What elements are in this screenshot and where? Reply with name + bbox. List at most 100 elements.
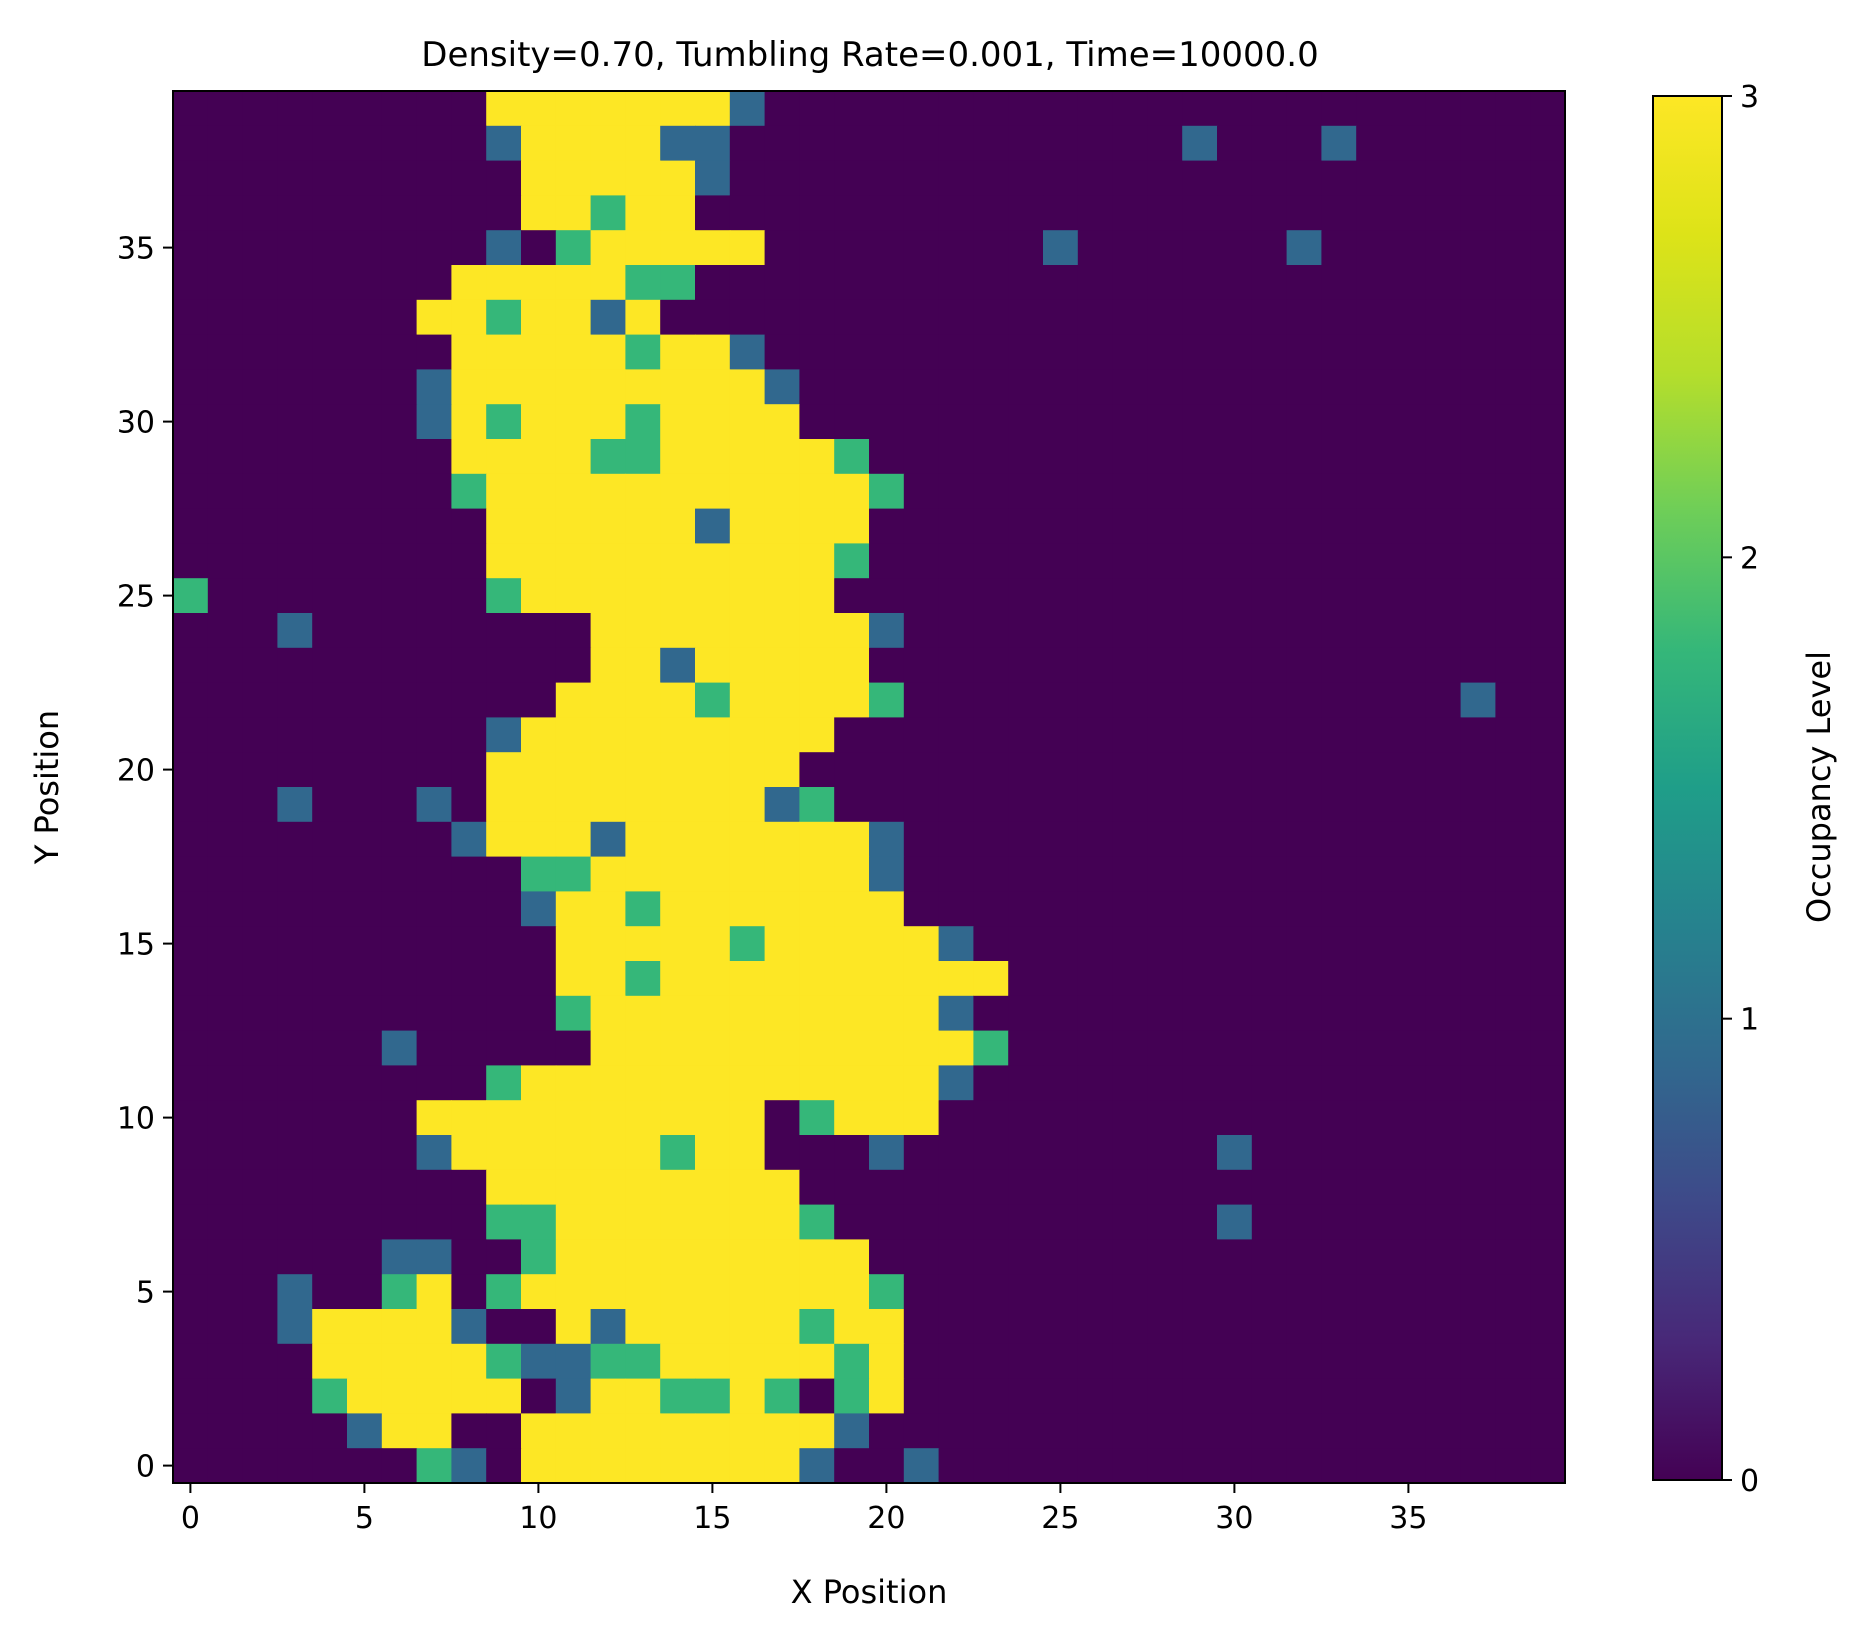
heatmap-cell — [416, 787, 452, 823]
heatmap-cell — [1391, 995, 1427, 1032]
heatmap-cell — [555, 1135, 592, 1171]
heatmap-cell — [1251, 926, 1288, 962]
heatmap-cell — [903, 1448, 940, 1484]
heatmap-cell — [869, 856, 905, 892]
heatmap-cell — [938, 891, 974, 927]
heatmap-cell — [1321, 856, 1357, 892]
heatmap-cell — [590, 717, 626, 753]
heatmap-cell — [1495, 473, 1531, 510]
heatmap-cell — [347, 1378, 383, 1414]
heatmap-cell — [1182, 891, 1218, 927]
heatmap-cell — [173, 299, 209, 336]
heatmap-cell — [1077, 926, 1114, 962]
heatmap-cell — [1321, 508, 1357, 544]
heatmap-cell — [903, 125, 940, 162]
heatmap-cell — [834, 1204, 870, 1240]
heatmap-cell — [451, 647, 487, 684]
heatmap-cell — [1217, 1030, 1253, 1066]
heatmap-cell — [1286, 439, 1322, 475]
heatmap-cell — [416, 1169, 452, 1206]
heatmap-cell — [347, 717, 383, 753]
heatmap-cell — [486, 613, 522, 649]
heatmap-cell — [799, 1413, 835, 1449]
heatmap-cell — [1356, 334, 1392, 370]
heatmap-cell — [869, 473, 905, 510]
heatmap-cell — [729, 1169, 766, 1206]
heatmap-cell — [799, 230, 835, 266]
heatmap-cell — [1495, 578, 1531, 614]
heatmap-cell — [1008, 752, 1044, 788]
heatmap-cell — [1391, 160, 1427, 196]
heatmap-cell — [590, 265, 626, 301]
heatmap-cell — [1043, 439, 1079, 475]
heatmap-cell — [1251, 299, 1288, 336]
heatmap-cell — [1112, 265, 1148, 301]
heatmap-cell — [381, 1274, 418, 1310]
heatmap-cell — [729, 265, 766, 301]
heatmap-cell — [590, 1065, 626, 1101]
heatmap-cell — [1530, 1135, 1566, 1171]
heatmap-cell — [207, 299, 244, 336]
heatmap-cell — [312, 926, 348, 962]
heatmap-cell — [799, 752, 835, 788]
heatmap-cell — [521, 787, 557, 823]
heatmap-cell — [242, 369, 278, 405]
heatmap-cell — [1286, 160, 1322, 196]
heatmap-cell — [1495, 299, 1531, 336]
heatmap-cell — [381, 1100, 418, 1136]
heatmap-cell — [1077, 404, 1114, 440]
heatmap-cell — [1077, 647, 1114, 684]
heatmap-cell — [1182, 682, 1218, 718]
heatmap-cell — [869, 543, 905, 579]
heatmap-cell — [695, 856, 731, 892]
heatmap-cell — [173, 1169, 209, 1206]
heatmap-cell — [1356, 647, 1392, 684]
heatmap-cell — [1217, 91, 1253, 127]
heatmap-cell — [1460, 473, 1496, 510]
heatmap-cell — [1147, 961, 1183, 997]
heatmap-cell — [973, 961, 1009, 997]
heatmap-cell — [1460, 1413, 1496, 1449]
heatmap-cell — [799, 961, 835, 997]
heatmap-cell — [416, 1100, 452, 1136]
heatmap-cell — [1008, 125, 1044, 162]
heatmap-cell — [1043, 473, 1079, 510]
heatmap-cell — [903, 1100, 940, 1136]
heatmap-cell — [242, 821, 278, 858]
heatmap-cell — [555, 647, 592, 684]
heatmap-cell — [1182, 821, 1218, 858]
heatmap-cell — [1112, 1204, 1148, 1240]
heatmap-cell — [1460, 125, 1496, 162]
heatmap-cell — [1217, 578, 1253, 614]
heatmap-cell — [451, 1309, 487, 1345]
heatmap-cell — [869, 369, 905, 405]
heatmap-cell — [660, 91, 696, 127]
heatmap-cell — [695, 195, 731, 231]
heatmap-cell — [903, 473, 940, 510]
heatmap-cell — [1286, 1239, 1322, 1275]
heatmap-cell — [764, 613, 800, 649]
heatmap-cell — [973, 1204, 1009, 1240]
heatmap-cell — [973, 1239, 1009, 1275]
heatmap-cell — [555, 195, 592, 231]
heatmap-cell — [521, 265, 557, 301]
heatmap-cell — [938, 160, 974, 196]
heatmap-cell — [834, 265, 870, 301]
heatmap-cell — [312, 787, 348, 823]
heatmap-cell — [521, 1239, 557, 1275]
heatmap-cell — [799, 195, 835, 231]
heatmap-cell — [1530, 404, 1566, 440]
heatmap-cell — [660, 369, 696, 405]
heatmap-cell — [173, 961, 209, 997]
heatmap-cell — [1217, 752, 1253, 788]
heatmap-cell — [1008, 821, 1044, 858]
heatmap-cell — [590, 473, 626, 510]
heatmap-cell — [1182, 299, 1218, 336]
heatmap-cell — [1530, 926, 1566, 962]
heatmap-cell — [1008, 1378, 1044, 1414]
heatmap-cell — [1425, 926, 1462, 962]
heatmap-cell — [938, 856, 974, 892]
heatmap-cell — [1008, 1239, 1044, 1275]
heatmap-cell — [1112, 1100, 1148, 1136]
heatmap-cell — [1251, 613, 1288, 649]
